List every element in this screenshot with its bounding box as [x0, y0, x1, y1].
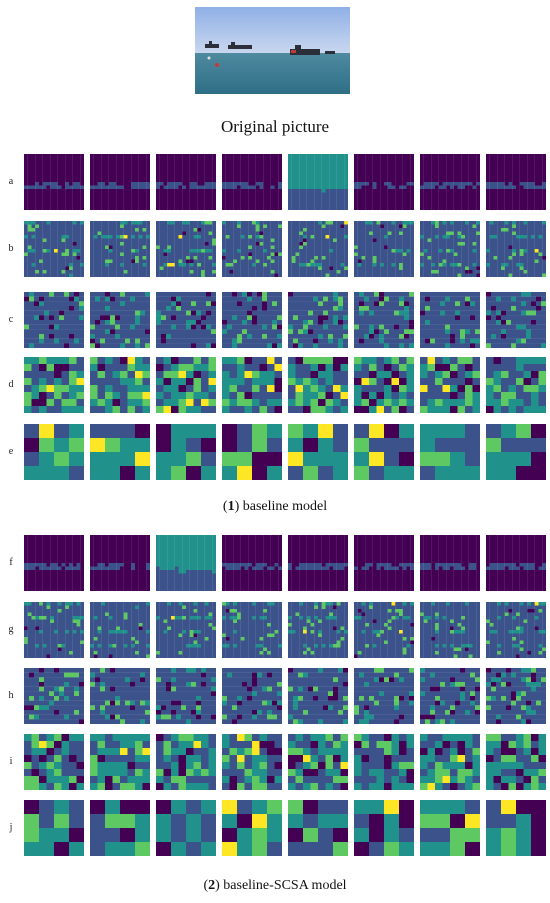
- feature-map-f-4: [222, 535, 282, 591]
- feature-map-h-1: [24, 668, 84, 724]
- row-label-c: c: [8, 314, 14, 325]
- feature-map-h-7: [420, 668, 480, 724]
- panel-2-text: baseline-SCSA model: [223, 878, 347, 893]
- row-label-a: a: [8, 176, 14, 187]
- row-label-d: d: [8, 379, 14, 390]
- panel-1-number: 1: [227, 499, 235, 514]
- feature-map-f-5: [288, 535, 348, 591]
- feature-map-c-7: [420, 292, 480, 348]
- feature-map-f-2: [90, 535, 150, 591]
- feature-map-b-8: [486, 221, 546, 277]
- feature-map-e-5: [288, 424, 348, 480]
- feature-map-i-3: [156, 734, 216, 790]
- row-label-g: g: [8, 624, 14, 635]
- panel-2-caption: (2) baseline-SCSA model: [203, 878, 347, 893]
- feature-map-d-8: [486, 357, 546, 413]
- feature-map-i-7: [420, 734, 480, 790]
- feature-map-j-1: [24, 800, 84, 856]
- feature-map-h-6: [354, 668, 414, 724]
- feature-map-a-1: [24, 154, 84, 210]
- feature-map-b-3: [156, 221, 216, 277]
- feature-map-b-7: [420, 221, 480, 277]
- feature-map-d-1: [24, 357, 84, 413]
- feature-map-e-6: [354, 424, 414, 480]
- feature-map-d-6: [354, 357, 414, 413]
- feature-map-h-2: [90, 668, 150, 724]
- feature-map-f-3: [156, 535, 216, 591]
- feature-map-f-6: [354, 535, 414, 591]
- feature-map-f-7: [420, 535, 480, 591]
- feature-map-c-5: [288, 292, 348, 348]
- panel-1-text: baseline model: [242, 499, 328, 514]
- feature-map-i-1: [24, 734, 84, 790]
- feature-map-j-5: [288, 800, 348, 856]
- feature-map-e-7: [420, 424, 480, 480]
- feature-map-g-2: [90, 602, 150, 658]
- feature-map-h-3: [156, 668, 216, 724]
- feature-map-b-5: [288, 221, 348, 277]
- feature-map-i-2: [90, 734, 150, 790]
- feature-map-j-4: [222, 800, 282, 856]
- feature-map-e-3: [156, 424, 216, 480]
- original-picture-caption: Original picture: [220, 117, 330, 136]
- row-label-i: i: [9, 756, 13, 767]
- feature-map-a-6: [354, 154, 414, 210]
- feature-map-g-5: [288, 602, 348, 658]
- feature-map-c-4: [222, 292, 282, 348]
- feature-map-j-7: [420, 800, 480, 856]
- feature-map-d-4: [222, 357, 282, 413]
- feature-map-a-3: [156, 154, 216, 210]
- feature-map-b-4: [222, 221, 282, 277]
- row-label-j: j: [9, 822, 13, 833]
- feature-map-g-3: [156, 602, 216, 658]
- feature-map-g-8: [486, 602, 546, 658]
- feature-map-g-6: [354, 602, 414, 658]
- row-label-b: b: [8, 243, 14, 254]
- feature-map-a-2: [90, 154, 150, 210]
- feature-map-e-8: [486, 424, 546, 480]
- feature-map-i-5: [288, 734, 348, 790]
- feature-map-e-1: [24, 424, 84, 480]
- feature-map-c-8: [486, 292, 546, 348]
- row-label-h: h: [8, 690, 14, 701]
- feature-map-a-7: [420, 154, 480, 210]
- feature-map-g-7: [420, 602, 480, 658]
- feature-map-a-5: [288, 154, 348, 210]
- feature-map-f-1: [24, 535, 84, 591]
- feature-map-h-5: [288, 668, 348, 724]
- feature-map-h-8: [486, 668, 546, 724]
- feature-map-j-3: [156, 800, 216, 856]
- feature-map-j-2: [90, 800, 150, 856]
- feature-map-i-4: [222, 734, 282, 790]
- feature-map-e-2: [90, 424, 150, 480]
- row-label-f: f: [9, 557, 13, 568]
- feature-map-b-6: [354, 221, 414, 277]
- row-label-e: e: [8, 446, 14, 457]
- feature-map-c-2: [90, 292, 150, 348]
- feature-map-b-1: [24, 221, 84, 277]
- feature-map-c-3: [156, 292, 216, 348]
- panel-1-caption: (1) baseline model: [222, 499, 328, 514]
- feature-map-f-8: [486, 535, 546, 591]
- feature-map-g-1: [24, 602, 84, 658]
- panel-2-number: 2: [208, 878, 216, 893]
- feature-map-a-8: [486, 154, 546, 210]
- original-photo: [195, 7, 350, 94]
- feature-map-d-3: [156, 357, 216, 413]
- feature-map-i-8: [486, 734, 546, 790]
- feature-map-g-4: [222, 602, 282, 658]
- feature-map-d-2: [90, 357, 150, 413]
- feature-map-e-4: [222, 424, 282, 480]
- feature-map-i-6: [354, 734, 414, 790]
- feature-map-b-2: [90, 221, 150, 277]
- feature-map-j-8: [486, 800, 546, 856]
- feature-map-c-6: [354, 292, 414, 348]
- feature-map-c-1: [24, 292, 84, 348]
- feature-map-d-5: [288, 357, 348, 413]
- feature-map-d-7: [420, 357, 480, 413]
- feature-map-j-6: [354, 800, 414, 856]
- feature-map-a-4: [222, 154, 282, 210]
- feature-map-h-4: [222, 668, 282, 724]
